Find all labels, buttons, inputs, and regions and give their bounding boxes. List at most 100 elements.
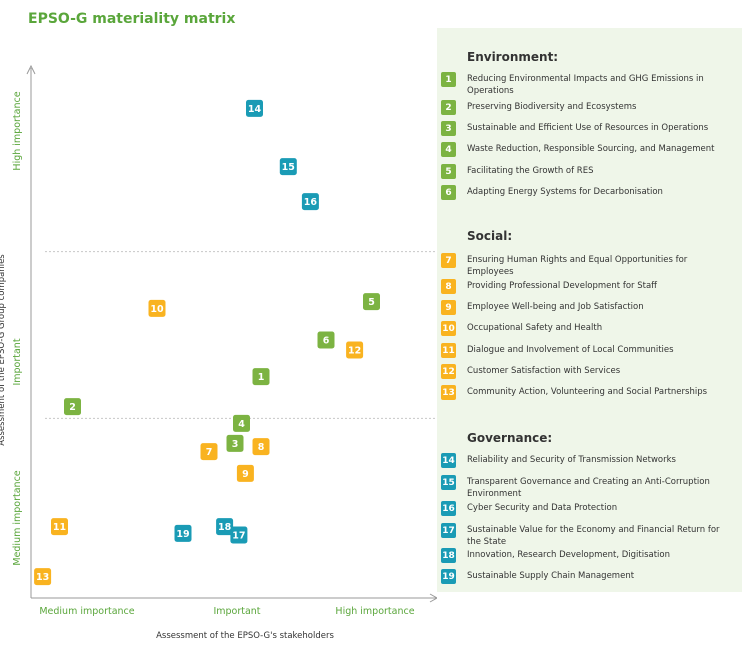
point-marker-3 (226, 434, 244, 452)
point-label-15: 15 (282, 162, 295, 173)
data-point-10: 10 (148, 299, 166, 317)
point-marker-18 (216, 518, 234, 536)
legend-text-10: Occupational Safety and Health (467, 323, 603, 333)
axes: Medium importance Important High importanc… (0, 64, 437, 641)
legend-heading-environment: Environment: (467, 50, 559, 64)
legend-badge-11: 11 (441, 343, 456, 358)
point-marker-13 (34, 568, 52, 586)
point-label-12: 12 (348, 346, 361, 357)
x-axis-arrow (429, 593, 437, 603)
legend-text-15: Transparent Governance and Creating an A… (467, 477, 710, 499)
legend-text-18: Innovation, Research Development, Digiti… (467, 550, 670, 560)
y-level-label-3: High importance (12, 91, 23, 170)
data-point-4: 4 (233, 414, 250, 432)
data-point-18: 18 (216, 518, 234, 536)
legend-text-1: Reducing Environmental Impacts and GHG E… (467, 74, 704, 96)
legend-heading-social: Social: (467, 229, 513, 243)
point-marker-1 (252, 368, 270, 386)
legend-badge-10: 10 (441, 321, 456, 336)
legend-badge-9: 9 (441, 300, 456, 315)
point-marker-6 (317, 331, 335, 349)
point-marker-7 (200, 443, 218, 461)
data-point-9: 9 (236, 464, 254, 482)
legend-text-4: Waste Reduction, Responsible Sourcing, a… (467, 144, 715, 154)
point-marker-4 (233, 414, 250, 432)
point-label-3: 3 (232, 439, 239, 450)
point-label-19: 19 (176, 529, 189, 540)
legend-heading-governance: Governance: (467, 431, 553, 445)
legend-text-5: Facilitating the Growth of RES (467, 166, 594, 176)
point-marker-12 (346, 341, 364, 359)
data-point-5: 5 (363, 293, 380, 311)
y-axis-title: Assessment of the EPSO-G Group companies (0, 254, 7, 446)
point-marker-15 (279, 158, 297, 176)
legend-text-2: Preserving Biodiversity and Ecosystems (467, 102, 637, 112)
x-level-label-3: High importance (335, 606, 414, 617)
legend-badge-8: 8 (441, 279, 456, 294)
legend-badge-18: 18 (441, 548, 456, 563)
legend-badge-13: 13 (441, 385, 456, 400)
y-level-label-1: Medium importance (12, 470, 23, 565)
data-point-2: 2 (64, 398, 81, 416)
legend-badge-2: 2 (441, 100, 456, 115)
legend-panel: Environment: 1 Reducing Environmental Impa… (437, 28, 742, 592)
chart-title: EPSO-G materiality matrix (28, 11, 236, 27)
legend-text-13: Community Action, Volunteering and Socia… (467, 387, 708, 397)
legend-badge-15: 15 (441, 475, 456, 490)
point-label-6: 6 (323, 336, 330, 347)
legend-badge-3: 3 (441, 121, 456, 136)
point-label-18: 18 (218, 522, 232, 533)
data-point-19: 19 (174, 524, 192, 542)
legend-text-12: Customer Satisfaction with Services (467, 366, 621, 376)
point-marker-10 (148, 299, 166, 317)
legend-text-19: Sustainable Supply Chain Management (467, 571, 635, 581)
point-marker-8 (252, 438, 270, 456)
point-marker-14 (246, 99, 263, 117)
data-point-1: 1 (252, 368, 270, 386)
point-label-7: 7 (206, 447, 213, 458)
data-point-6: 6 (317, 331, 335, 349)
legend-text-8: Providing Professional Development for S… (467, 281, 658, 291)
data-point-17: 17 (230, 526, 248, 544)
point-marker-11 (51, 518, 68, 536)
data-point-7: 7 (200, 443, 218, 461)
data-point-11: 11 (51, 518, 68, 536)
legend-text-3: Sustainable and Efficient Use of Resourc… (467, 123, 709, 133)
data-point-15: 15 (279, 158, 297, 176)
legend-badge-16: 16 (441, 501, 456, 516)
point-label-14: 14 (248, 104, 262, 115)
legend-badge-6: 6 (441, 185, 456, 200)
legend-badge-5: 5 (441, 164, 456, 179)
point-marker-17 (230, 526, 248, 544)
data-point-16: 16 (301, 193, 319, 211)
point-label-11: 11 (53, 522, 66, 533)
legend-badge-4: 4 (441, 142, 456, 157)
legend-badge-12: 12 (441, 364, 456, 379)
point-label-17: 17 (232, 531, 245, 542)
data-point-14: 14 (246, 99, 263, 117)
point-label-10: 10 (150, 304, 164, 315)
legend-text-14: Reliability and Security of Transmission… (467, 455, 676, 465)
legend-text-17: Sustainable Value for the Economy and Fi… (467, 525, 720, 547)
point-label-2: 2 (69, 402, 76, 413)
legend-badge-17: 17 (441, 523, 456, 538)
legend-badge-1: 1 (441, 72, 456, 87)
data-point-12: 12 (346, 341, 364, 359)
y-level-label-2: Important (12, 338, 23, 385)
point-label-4: 4 (238, 419, 245, 430)
point-marker-5 (363, 293, 380, 311)
point-label-13: 13 (36, 572, 49, 583)
x-level-label-2: Important (213, 606, 260, 617)
legend-text-11: Dialogue and Involvement of Local Commun… (467, 345, 674, 355)
x-axis-title: Assessment of the EPSO-G's stakeholders (156, 631, 334, 641)
data-point-3: 3 (226, 434, 244, 452)
legend-text-9: Employee Well-being and Job Satisfaction (467, 302, 644, 312)
y-axis-arrow (26, 64, 36, 75)
materiality-matrix-chart: Medium importance Important High importanc… (0, 64, 437, 641)
point-marker-9 (236, 464, 254, 482)
point-label-16: 16 (304, 197, 318, 208)
legend-text-7: Ensuring Human Rights and Equal Opportun… (467, 255, 688, 277)
x-level-label-1: Medium importance (39, 606, 134, 617)
legend-text-16: Cyber Security and Data Protection (467, 503, 618, 513)
